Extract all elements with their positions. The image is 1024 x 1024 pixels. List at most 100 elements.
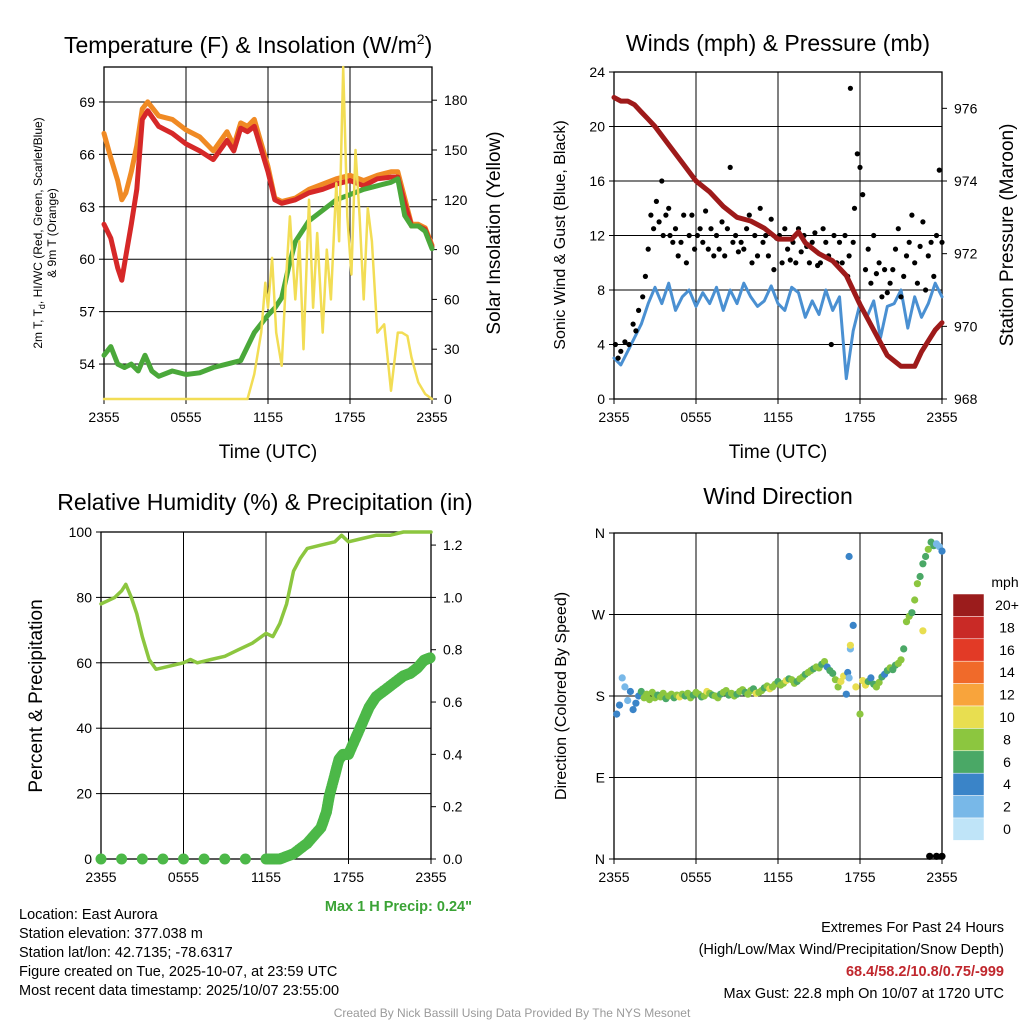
- gust-point: [890, 267, 896, 273]
- latlon-text: Station lat/lon: 42.7135; -78.6317: [19, 945, 233, 961]
- y-tick-label: N: [595, 525, 605, 541]
- precip-point: [136, 853, 148, 865]
- gust-point: [831, 232, 837, 239]
- x-tick-label: 2355: [598, 409, 629, 425]
- y-axis-label: Direction (Colored By Speed): [553, 592, 570, 800]
- y-tick-label: 69: [79, 94, 95, 110]
- y-axis-label: 2m T, Td, HI/WC (Red, Green, Scarlet/Blu…: [31, 117, 47, 348]
- direction-point: [875, 678, 883, 687]
- colorbar-label: 2: [1003, 799, 1011, 815]
- direction-point: [916, 572, 924, 581]
- gust-point: [909, 212, 915, 218]
- gust-point: [749, 260, 755, 266]
- y-right-tick-label: 0.4: [443, 746, 463, 762]
- direction-point: [831, 676, 840, 684]
- credit-text: Created By Nick Bassill Using Data Provi…: [333, 1006, 691, 1020]
- y-axis-label: Sonic Wind & Gust (Blue, Black): [552, 120, 569, 349]
- gust-point: [912, 260, 918, 266]
- gust-point: [727, 164, 733, 170]
- y-tick-label: 60: [79, 251, 95, 267]
- y-tick-label: 24: [589, 64, 605, 80]
- precip-point: [95, 853, 107, 865]
- gust-point: [722, 253, 728, 259]
- direction-point: [820, 658, 829, 666]
- direction-point: [867, 674, 875, 682]
- gust-point: [768, 216, 774, 222]
- precip-point: [157, 853, 169, 865]
- colorbar-label: 18: [999, 619, 1015, 635]
- x-axis-label: Time (UTC): [729, 442, 828, 463]
- direction-point: [856, 710, 864, 718]
- x-tick-label: 2355: [88, 409, 119, 425]
- direction-point: [626, 687, 635, 696]
- y-right-tick-label: 0.2: [443, 799, 463, 815]
- gust-point: [846, 253, 852, 259]
- y-tick-label: W: [592, 607, 606, 623]
- y-right-tick-label: 0.8: [443, 642, 463, 658]
- direction-point: [897, 656, 905, 664]
- gust-point: [713, 232, 720, 239]
- colorbar-label: 16: [999, 642, 1015, 658]
- precip-point: [116, 853, 128, 865]
- colorbar-swatch: [952, 660, 985, 684]
- plot-border: [613, 71, 943, 400]
- y-tick-label: 12: [589, 228, 605, 244]
- gust-point: [812, 230, 818, 236]
- gust-point: [887, 280, 893, 286]
- y-right-tick-label: 180: [444, 92, 468, 108]
- gust-point: [738, 239, 744, 245]
- gust-point: [645, 246, 651, 252]
- insolation-line: [102, 65, 434, 401]
- created-text: Figure created on Tue, 2025-10-07, at 23…: [19, 964, 338, 980]
- gust-point: [876, 260, 882, 266]
- temperature-chart: 2355 0555 1155 1755 2355 54 57 60 63 66 69 0 30 60 90 1…: [31, 31, 505, 463]
- direction-point: [845, 674, 853, 682]
- direction-point: [900, 645, 908, 653]
- y-tick-label: 0: [597, 391, 605, 407]
- chart-title: Temperature (F) & Insolation (W/m2): [64, 31, 432, 58]
- y-right-tick-label: 1.2: [443, 537, 463, 553]
- gust-point: [630, 321, 636, 327]
- direction-point: [932, 852, 941, 860]
- y-tick-label: 0: [84, 851, 92, 867]
- gust-point: [660, 232, 666, 239]
- y-axis-label: Percent & Precipitation: [26, 599, 47, 792]
- gust-point: [931, 273, 937, 279]
- gust-point: [667, 232, 673, 239]
- gust-point: [884, 290, 890, 296]
- gust-point: [865, 246, 871, 252]
- x-tick-label: 2355: [926, 869, 957, 885]
- x-tick-label: 0555: [170, 409, 201, 425]
- x-tick-label: 2355: [415, 869, 446, 885]
- gust-point: [892, 246, 899, 252]
- direction-point: [845, 552, 853, 561]
- gust-point: [836, 239, 843, 245]
- x-tick-label: 1755: [334, 409, 365, 425]
- x-tick-label: 1155: [763, 869, 793, 885]
- direction-point: [924, 545, 932, 553]
- gust-point: [854, 151, 860, 157]
- rh-line: [99, 530, 433, 672]
- y-right-axis-label: Station Pressure (Maroon): [997, 124, 1018, 347]
- gust-point: [873, 271, 880, 277]
- gust-point: [782, 226, 788, 232]
- y-right-tick-label: 0.0: [443, 851, 463, 867]
- gust-point: [692, 246, 698, 252]
- chart-title: Relative Humidity (%) & Precipitation (i…: [57, 489, 472, 515]
- gust-point: [703, 208, 709, 214]
- gust-point: [642, 273, 649, 279]
- direction-point: [842, 690, 850, 698]
- gust-point: [678, 239, 684, 245]
- y-tick-label: 16: [589, 173, 605, 189]
- colorbar-label: 4: [1003, 776, 1011, 792]
- y-right-tick-label: 0.6: [443, 694, 463, 710]
- extremes-values: 68.4/58.2/10.8/0.75/-999: [845, 964, 1004, 980]
- gust-point: [689, 212, 695, 218]
- gust-point: [724, 226, 731, 232]
- recent-data-text: Most recent data timestamp: 2025/10/07 2…: [19, 983, 340, 999]
- colorbar-label: 8: [1003, 731, 1011, 747]
- max-precip-annotation: Max 1 H Precip: 0.24": [325, 899, 472, 915]
- direction-point: [849, 621, 857, 630]
- y-right-axis-label: Solar Insolation (Yellow): [484, 131, 505, 334]
- gust-point: [779, 260, 785, 266]
